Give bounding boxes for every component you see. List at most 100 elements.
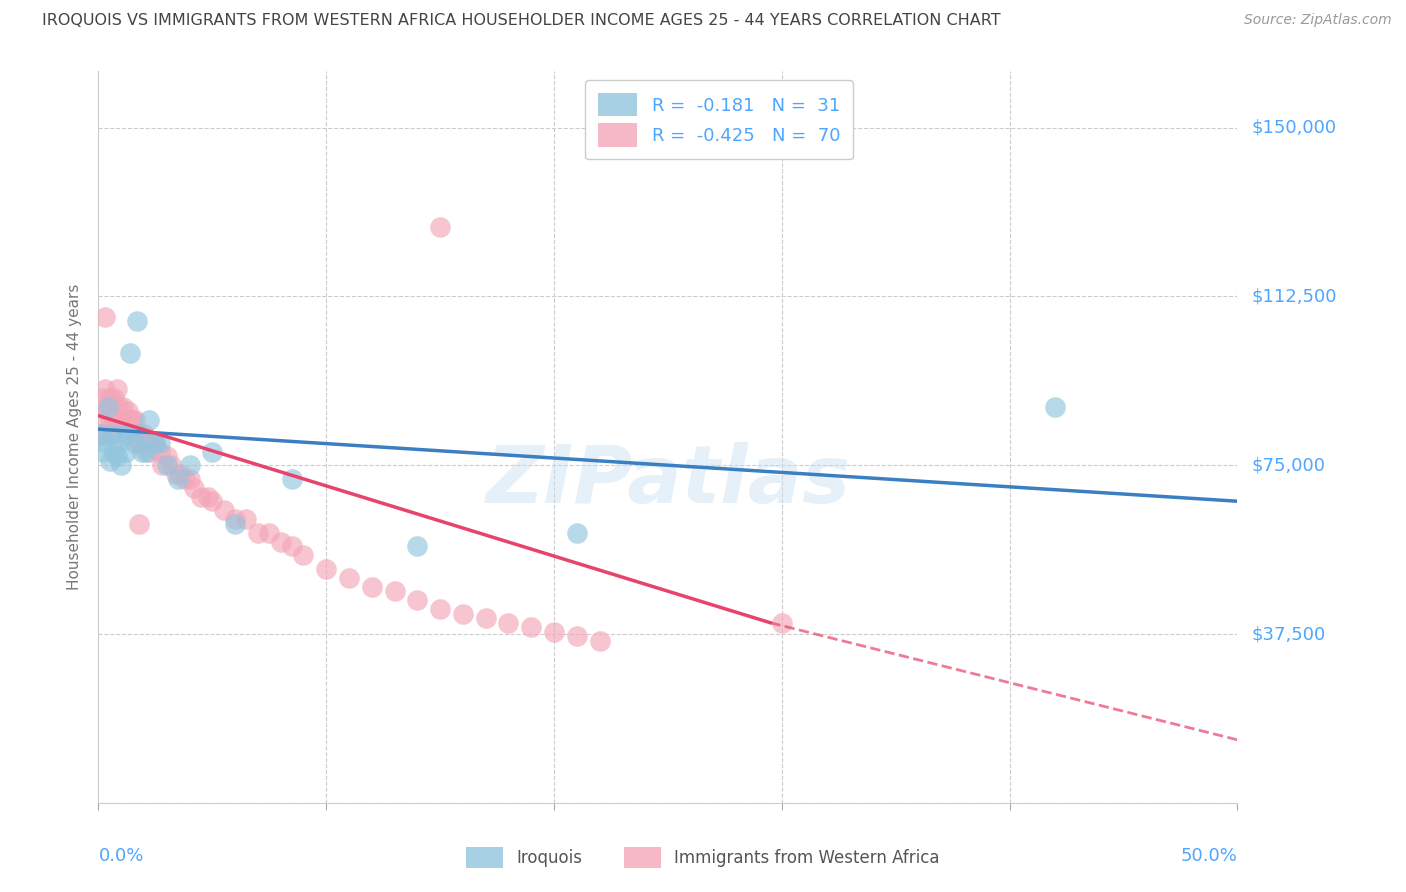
Text: Source: ZipAtlas.com: Source: ZipAtlas.com [1244, 13, 1392, 28]
Point [105, 413, 128, 427]
Point [281, 472, 304, 486]
Point [281, 539, 304, 553]
Point [1043, 400, 1066, 414]
Y-axis label: Householder Income Ages 25 - 44 years: Householder Income Ages 25 - 44 years [67, 284, 83, 591]
Point [108, 400, 131, 414]
Point [128, 435, 150, 450]
Point [165, 467, 187, 482]
Point [246, 525, 269, 540]
Point [565, 525, 588, 540]
Point [103, 444, 125, 458]
Point [120, 413, 142, 427]
Point [520, 620, 543, 634]
Point [132, 426, 155, 441]
Text: ZIPatlas: ZIPatlas [485, 442, 851, 520]
Point [149, 444, 172, 458]
Legend: R =  -0.181   N =  31, R =  -0.425   N =  70: R = -0.181 N = 31, R = -0.425 N = 70 [585, 80, 853, 160]
Text: $75,000: $75,000 [1251, 456, 1326, 475]
Point [110, 458, 132, 473]
Point [179, 472, 201, 486]
Point [110, 413, 132, 427]
Point [565, 629, 588, 643]
Point [197, 490, 219, 504]
Point [98, 413, 121, 427]
Point [112, 400, 135, 414]
Point [156, 458, 179, 473]
Point [108, 413, 131, 427]
Point [142, 435, 165, 450]
Point [145, 435, 167, 450]
Text: 0.0%: 0.0% [98, 847, 143, 864]
Point [259, 525, 281, 540]
Text: 50.0%: 50.0% [1181, 847, 1237, 864]
Point [121, 413, 143, 427]
Point [451, 607, 474, 621]
Point [114, 444, 136, 458]
Point [149, 435, 172, 450]
Text: $150,000: $150,000 [1251, 119, 1336, 136]
Text: $112,500: $112,500 [1251, 287, 1337, 305]
Point [98, 391, 121, 405]
Point [91, 444, 114, 458]
Point [124, 435, 146, 450]
Point [117, 426, 139, 441]
Text: IROQUOIS VS IMMIGRANTS FROM WESTERN AFRICA HOUSEHOLDER INCOME AGES 25 - 44 YEARS: IROQUOIS VS IMMIGRANTS FROM WESTERN AFRI… [42, 13, 1001, 29]
Point [135, 435, 157, 450]
Point [103, 391, 125, 405]
Point [145, 435, 167, 450]
Point [94, 400, 117, 414]
Point [384, 584, 406, 599]
Point [429, 219, 451, 234]
Point [103, 413, 125, 427]
Point [98, 453, 121, 467]
Point [120, 345, 142, 359]
Point [474, 611, 496, 625]
Point [183, 481, 205, 495]
Point [406, 593, 429, 607]
Point [150, 458, 173, 473]
Point [105, 449, 128, 463]
Text: $37,500: $37,500 [1251, 625, 1326, 643]
Point [96, 413, 118, 427]
Point [91, 426, 114, 441]
Point [101, 400, 124, 414]
Point [770, 615, 793, 630]
Point [128, 516, 150, 531]
Point [315, 562, 337, 576]
Point [114, 426, 136, 441]
Point [429, 602, 451, 616]
Point [212, 503, 235, 517]
Point [167, 472, 190, 486]
Point [201, 444, 224, 458]
Point [127, 426, 149, 441]
Point [117, 404, 139, 418]
Point [156, 449, 179, 463]
Point [105, 382, 128, 396]
Point [588, 633, 610, 648]
Point [101, 426, 124, 441]
Point [406, 539, 429, 553]
Point [127, 314, 149, 328]
Point [160, 458, 183, 473]
Point [201, 494, 224, 508]
Point [360, 580, 382, 594]
Point [94, 310, 117, 324]
Point [131, 435, 153, 450]
Point [91, 391, 114, 405]
Point [138, 444, 160, 458]
Point [124, 413, 146, 427]
Point [498, 615, 520, 630]
Point [179, 458, 201, 473]
Point [292, 548, 315, 562]
Point [131, 444, 153, 458]
Legend: Iroquois, Immigrants from Western Africa: Iroquois, Immigrants from Western Africa [460, 840, 946, 875]
Point [235, 512, 257, 526]
Point [543, 624, 565, 639]
Point [112, 426, 135, 441]
Point [96, 400, 118, 414]
Point [101, 426, 124, 441]
Point [169, 467, 191, 482]
Point [224, 512, 246, 526]
Point [190, 490, 212, 504]
Point [96, 404, 118, 418]
